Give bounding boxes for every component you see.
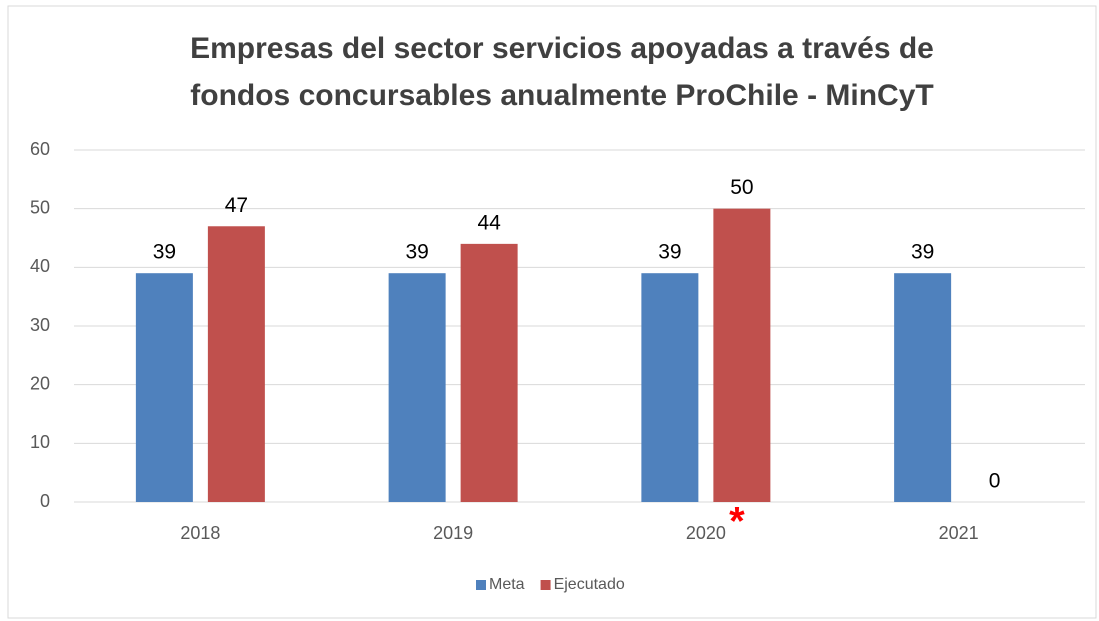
chart-title: Empresas del sector servicios apoyadas a… [190,32,934,65]
bar [460,243,518,502]
value-label: 39 [405,241,428,264]
value-label: 44 [477,211,501,234]
legend-label: Ejecutado [554,576,625,593]
bar [713,208,771,502]
y-tick-label: 40 [30,256,50,276]
value-label: 39 [153,241,176,264]
y-tick-label: 30 [30,315,50,335]
legend-label: Meta [489,576,525,593]
annotation: * [729,500,745,544]
value-label: 47 [225,194,248,217]
bar [388,273,446,502]
y-tick-label: 50 [30,197,50,217]
y-tick-label: 0 [40,491,50,511]
bar [641,273,699,502]
value-label: 39 [911,241,934,264]
y-tick-label: 20 [30,373,50,393]
y-tick-label: 10 [30,432,50,452]
x-tick-label: 2021 [939,523,979,543]
bar [135,273,193,502]
bar [894,273,952,502]
value-label: 50 [730,176,753,199]
x-tick-label: 2019 [433,523,473,543]
x-tick-label: 2020 [686,523,726,543]
y-tick-label: 60 [30,139,50,159]
bar [207,226,265,502]
value-label: 0 [989,470,1001,493]
legend-swatch [476,580,486,590]
chart-title: fondos concursables anualmente ProChile … [190,79,933,112]
value-label: 39 [658,241,681,264]
x-tick-label: 2018 [180,523,220,543]
legend-swatch [540,580,551,590]
